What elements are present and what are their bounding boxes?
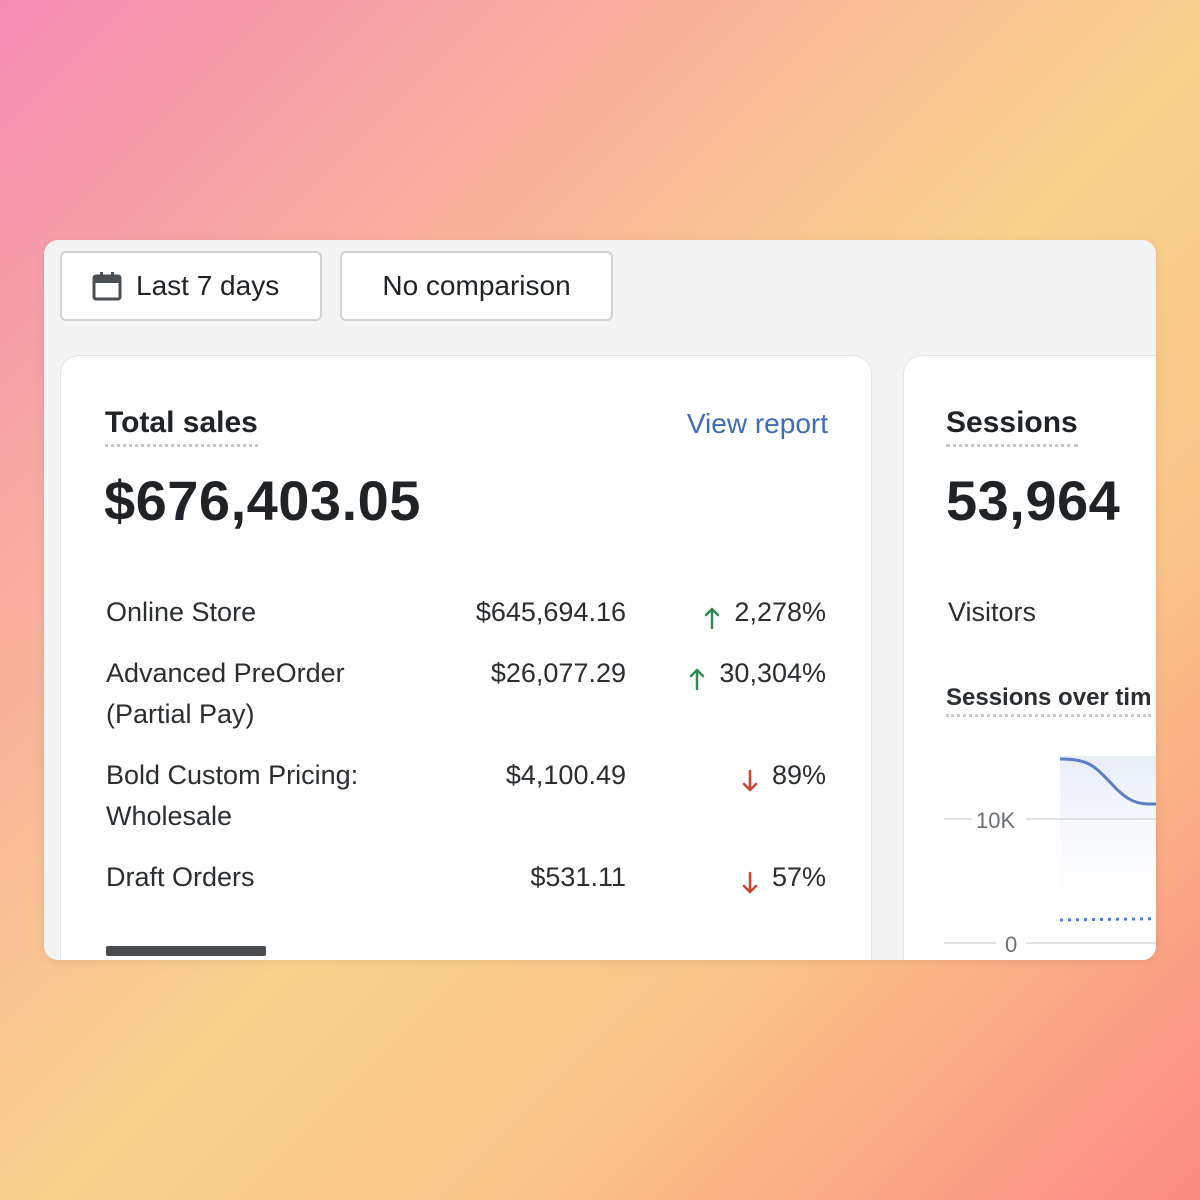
change-value: 89% [771,760,826,790]
axis-label-10k: 10K [976,808,1016,833]
sales-channel-change: 89% [742,755,826,796]
sessions-value: 53,964 [946,469,1121,532]
sales-channel-change: 30,304% [689,653,826,694]
sales-channel-change: 57% [742,857,826,898]
label-line: Advanced PreOrder [106,658,345,688]
sales-channel-value: $645,694.16 [475,597,626,627]
visitors-label: Visitors [948,597,1037,627]
label-line: Online Store [106,597,257,627]
arrow-up-icon [689,662,705,690]
sales-channel-value: $26,077.29 [490,658,626,688]
total-sales-title[interactable]: Total sales [105,406,258,447]
sales-channel-label: Online Store [106,592,406,633]
change-value: 57% [771,862,826,892]
label-line: (Partial Pay) [106,699,255,729]
comparison-line [1059,917,1156,922]
sales-channel-label: Draft Orders [106,857,406,898]
change-value: 2,278% [734,597,826,627]
clipped-section-heading [106,946,266,956]
date-range-button[interactable]: Last 7 days [60,251,322,321]
arrow-up-icon [704,601,720,629]
comparison-button[interactable]: No comparison [340,251,613,321]
comparison-label: No comparison [382,270,571,301]
sales-channel-label: Bold Custom Pricing: Wholesale [106,755,406,837]
sales-channel-value: $531.11 [530,862,626,892]
arrow-down-icon [742,866,758,893]
label-line: Wholesale [106,801,233,831]
change-value: 30,304% [719,658,826,688]
sessions-card: Sessions 53,964 Visitors Sessions over t… [904,356,1156,960]
view-report-link[interactable]: View report [686,408,828,439]
chart-area-fill [1060,756,1156,946]
sales-channel-change: 2,278% [704,592,826,633]
sessions-line [1059,757,1156,806]
date-range-label: Last 7 days [136,270,280,301]
label-line: Bold Custom Pricing: [106,760,359,790]
arrow-down-icon [742,764,758,791]
sales-channel-label: Advanced PreOrder (Partial Pay) [106,653,406,735]
total-sales-value: $676,403.05 [104,469,421,532]
sales-channel-value: $4,100.49 [505,760,626,790]
axis-label-0: 0 [1005,932,1018,957]
sessions-chart-title[interactable]: Sessions over tim [946,684,1152,717]
analytics-window: Last 7 days No comparison Total sales Vi… [44,240,1156,960]
total-sales-card: Total sales View report $676,403.05 Onli… [61,356,871,960]
calendar-icon [92,271,122,301]
label-line: Draft Orders [106,862,255,892]
sessions-title[interactable]: Sessions [946,406,1078,447]
sessions-chart [944,756,1156,946]
